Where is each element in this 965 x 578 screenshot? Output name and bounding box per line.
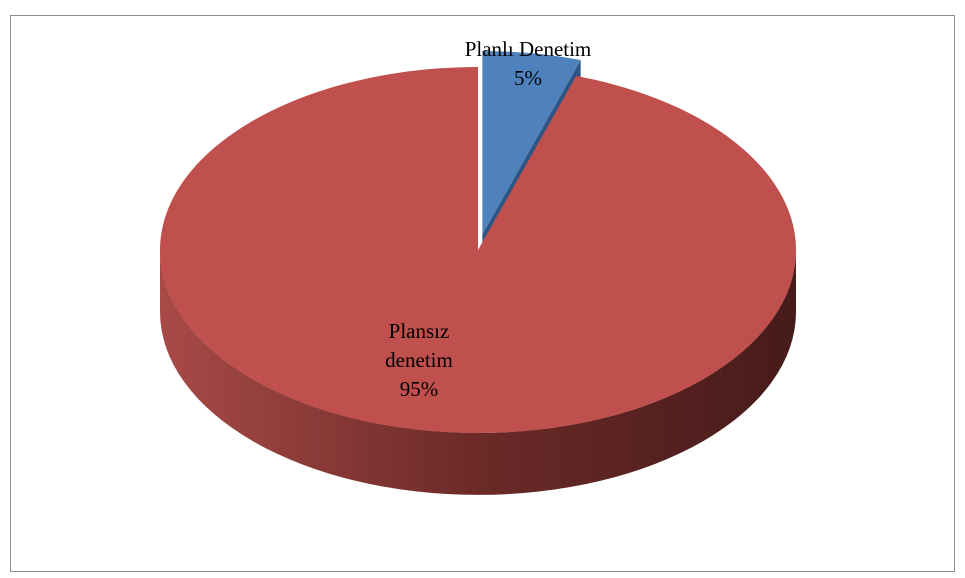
pie-slice-side-plansiz-denetim [160, 250, 796, 495]
pie-slice-plansiz-denetim[interactable] [159, 67, 796, 434]
data-label-line: 95% [400, 377, 439, 401]
data-label-line: Plansız [389, 319, 450, 343]
pie-label-layer: Planlı Denetim 5% Plansız denetim 95% [385, 37, 591, 401]
pie-slice-planli-denetim[interactable] [482, 51, 581, 235]
data-label-plansiz-denetim: Plansız denetim 95% [385, 319, 453, 401]
data-label-line: Planlı Denetim [465, 37, 592, 61]
data-label-planli-denetim: Planlı Denetim 5% [465, 37, 592, 90]
pie-top-layer [159, 51, 796, 434]
data-label-line: denetim [385, 348, 453, 372]
data-label-line: 5% [514, 66, 542, 90]
